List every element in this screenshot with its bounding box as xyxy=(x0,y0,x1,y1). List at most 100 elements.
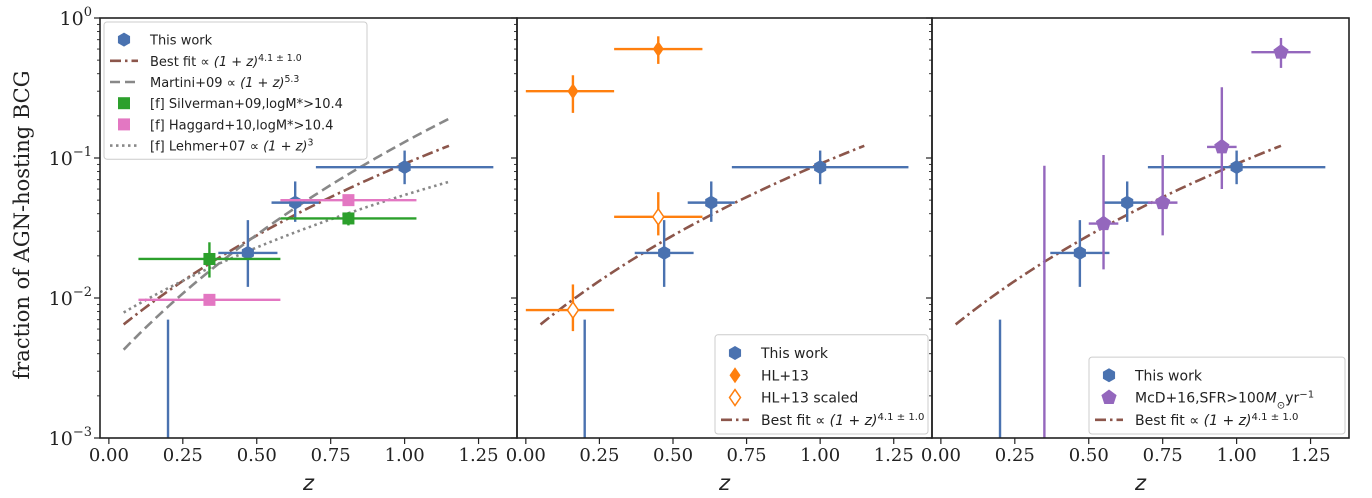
legend: This work HL+13 HL+13 scaled Best fit ∝ (1 … xyxy=(714,334,929,435)
legend-entry: Best fit ∝ (1 + z)4.1 ± 1.0 xyxy=(721,411,924,429)
legend-hexagon-marker xyxy=(1102,368,1116,383)
x-axis-label: z xyxy=(1134,471,1147,495)
x-tick-label: 0.75 xyxy=(727,445,767,466)
data-point xyxy=(1147,150,1326,185)
y-tick-label: 10−1 xyxy=(49,145,92,170)
legend-entry: Martini+09 ∝ (1 + z)5.3 xyxy=(110,74,299,91)
legend-entry-label-part: ∝ (1 + z) xyxy=(1189,413,1251,429)
legend-entry-label-part: ⊙ xyxy=(1277,400,1285,411)
square-marker xyxy=(342,212,355,225)
data-point xyxy=(138,293,281,306)
axes-frame xyxy=(931,17,1350,439)
legend-diamond-open-marker xyxy=(728,388,742,407)
y-axis-label: fraction of AGN-hosting BCG xyxy=(10,70,34,379)
legend-entry: Best fit ∝ (1 + z)4.1 ± 1.0 xyxy=(1095,411,1298,429)
legend-frame xyxy=(1088,356,1346,435)
data-point xyxy=(1251,37,1311,68)
legend-entry-label-part: ∝ (1 + z) xyxy=(227,76,285,91)
x-tick-label: 0.00 xyxy=(506,445,546,466)
x-tick-label: 1.00 xyxy=(800,445,840,466)
diamond-open-marker xyxy=(651,207,665,227)
legend-entry-label-part: M xyxy=(1265,391,1277,407)
x-axis-label: z xyxy=(718,471,731,495)
legend-entry-label-part: [f] Lehmer+07 xyxy=(150,140,250,155)
y-tick-label: 10−3 xyxy=(49,425,92,450)
legend-entry-label-part: Martini+09 xyxy=(150,76,227,91)
y-tick-base: 10 xyxy=(49,428,73,450)
data-point xyxy=(525,75,615,113)
diamond-open-marker xyxy=(566,300,580,320)
square-marker xyxy=(203,252,216,265)
hexagon-marker xyxy=(398,160,411,175)
x-tick-label: 0.75 xyxy=(1143,445,1183,466)
data-point xyxy=(271,181,319,222)
legend-pentagon-marker xyxy=(1101,389,1117,405)
data-point xyxy=(1207,87,1237,190)
legend-entry-label-part: ∝ (1 + z) xyxy=(815,413,877,429)
square-marker xyxy=(203,293,216,306)
panel-1: 0.00 0.25 0.50 0.75 1.00 1.25z10−310−210−1100… xyxy=(49,5,518,495)
x-tick-label: 0.25 xyxy=(163,445,203,466)
legend-entry-label-part: 5.3 xyxy=(284,74,299,85)
legend-entry-label-part: HL+13 xyxy=(761,368,809,384)
panels: 0.00 0.25 0.50 0.75 1.00 1.25z10−310−210−1100… xyxy=(49,5,1350,495)
legend-entry-label: Best fit ∝ (1 + z)4.1 ± 1.0 xyxy=(150,52,302,70)
x-tick-label: 1.00 xyxy=(385,445,425,466)
legend-entry-label-part: ∝ (1 + z) xyxy=(200,55,258,70)
legend-entry-label-part: 4.1 ± 1.0 xyxy=(258,52,302,63)
pentagon-marker xyxy=(1095,215,1112,231)
legend-entry-label-part: Best fit xyxy=(1135,413,1189,429)
legend-frame xyxy=(103,21,368,160)
hexagon-marker xyxy=(1230,160,1243,175)
legend-entry-label-part: Best fit xyxy=(150,55,200,70)
legend-entry-label-part: McD+16,SFR>100 xyxy=(1135,391,1265,407)
legend-entry-label-part: −1 xyxy=(1299,389,1314,400)
x-tick-label: 0.50 xyxy=(1069,445,1109,466)
y-tick-exponent: −2 xyxy=(73,285,92,300)
legend-square-marker xyxy=(118,118,130,131)
legend-entry-label-part: Best fit xyxy=(761,413,815,429)
data-point xyxy=(1103,181,1151,222)
y-tick-base: 10 xyxy=(60,8,84,30)
y-tick-label: 10−2 xyxy=(49,285,92,310)
y-tick-exponent: −3 xyxy=(73,425,92,440)
legend-frame xyxy=(714,334,929,435)
y-tick-label: 100 xyxy=(60,5,92,30)
legend-entry-label-part: 4.1 ± 1.0 xyxy=(877,411,924,422)
legend-hexagon-marker xyxy=(117,32,131,47)
panel-3: 0.00 0.25 0.50 0.75 1.00 1.25 z This work McD+16… xyxy=(921,17,1350,495)
hexagon-marker xyxy=(241,245,254,260)
data-point xyxy=(218,220,278,287)
legend-entry-label-part: This work xyxy=(1134,368,1203,384)
hexagon-marker xyxy=(1073,245,1086,260)
square-marker xyxy=(342,194,355,207)
hexagon-marker xyxy=(814,160,827,175)
y-tick-exponent: −1 xyxy=(73,145,92,160)
legend-entry: HL+13 xyxy=(729,367,809,384)
plot-area xyxy=(525,36,909,438)
legend-entry-label: [f] Silverman+09,logM*>10.4 xyxy=(150,97,343,112)
data-point xyxy=(614,36,703,64)
legend-entry: This work xyxy=(728,345,829,362)
legend-entry: HL+13 scaled xyxy=(728,388,858,407)
legend-entry-label: [f] Haggard+10,logM*>10.4 xyxy=(150,118,333,133)
data-point xyxy=(1050,220,1110,287)
y-tick-base: 10 xyxy=(49,148,73,170)
hexagon-marker xyxy=(289,195,302,210)
data-point xyxy=(1088,155,1119,270)
legend-entry-label-part: HL+13 scaled xyxy=(761,391,858,407)
hexagon-marker xyxy=(658,245,671,260)
legend-entry-label: HL+13 xyxy=(761,368,809,384)
x-tick-label: 0.50 xyxy=(653,445,693,466)
x-axis-label: z xyxy=(302,471,315,495)
x-tick-label: 0.50 xyxy=(237,445,277,466)
x-tick-label: 0.75 xyxy=(311,445,351,466)
legend-entry-label: [f] Lehmer+07 ∝ (1 + z)3 xyxy=(150,137,314,155)
legend-entry-label-part: ∝ (1 + z) xyxy=(250,140,308,155)
legend-entry-label-part: [f] Silverman+09,logM*>10.4 xyxy=(150,97,343,112)
x-tick-label: 1.25 xyxy=(874,445,914,466)
data-point xyxy=(731,150,909,185)
legend-entry-label-part: This work xyxy=(149,34,213,49)
x-tick-label: 0.00 xyxy=(89,445,129,466)
